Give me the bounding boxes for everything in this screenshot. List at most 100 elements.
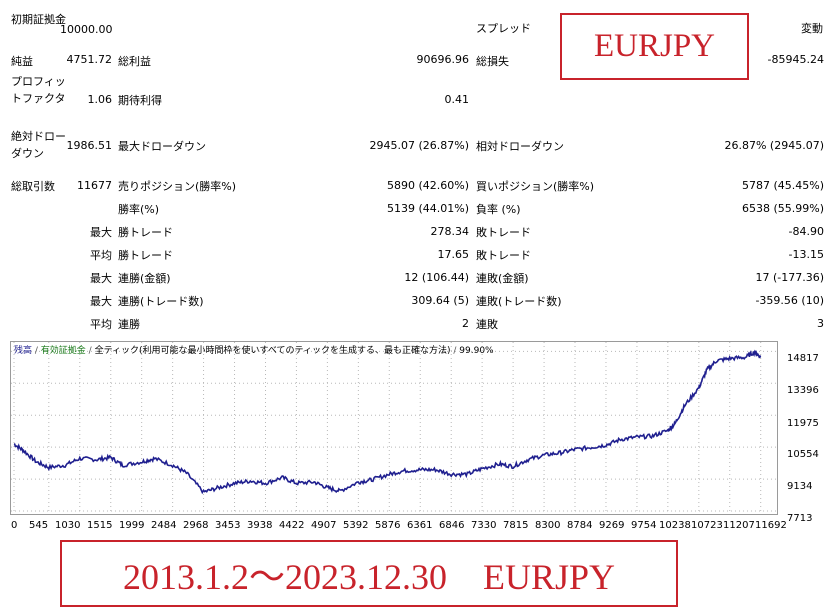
avg-consec-win-value: 2 xyxy=(462,317,469,330)
rel-drawdown-value: 26.87% (2945.07) xyxy=(724,139,824,152)
max-consec-loss-amount-label: 連敗(金額) xyxy=(476,272,529,285)
x-tick-label: 0 xyxy=(11,520,18,531)
balance-series-line xyxy=(13,349,762,495)
max-consec-loss-amount-value: 17 (-177.36) xyxy=(755,271,824,284)
abs-drawdown-value: 1986.51 xyxy=(66,139,113,152)
balance-chart xyxy=(10,341,778,515)
x-tick-label: 6361 xyxy=(407,520,433,531)
max-consec-win-amount-value: 12 (106.44) xyxy=(404,271,469,284)
max-drawdown-label: 最大ドローダウン xyxy=(118,140,206,153)
gross-profit-value: 90696.96 xyxy=(416,53,470,66)
win-rate-value: 5139 (44.01%) xyxy=(386,202,469,215)
total-trades-value: 11677 xyxy=(77,179,112,192)
x-tick-label: 1515 xyxy=(87,520,113,531)
profit-factor-value: 1.06 xyxy=(87,93,113,106)
x-tick-label: 2484 xyxy=(151,520,177,531)
max-drawdown-value: 2945.07 (26.87%) xyxy=(369,139,469,152)
x-tick-label: 5876 xyxy=(375,520,401,531)
x-tick-label: 7815 xyxy=(503,520,529,531)
max-consec-loss-trades-label: 連敗(トレード数) xyxy=(476,295,562,308)
y-tick-label: 9134 xyxy=(787,481,813,492)
max-consec-win-trades-value: 309.64 (5) xyxy=(411,294,469,307)
spread-value: 変動 xyxy=(801,22,823,35)
max-consec-win-amount-label: 連勝(金額) xyxy=(118,272,171,285)
expected-payoff-value: 0.41 xyxy=(444,93,470,106)
x-tick-label: 1030 xyxy=(55,520,81,531)
max-consec-win-trades-label: 連勝(トレード数) xyxy=(118,295,204,308)
symbol-label: EURJPY xyxy=(593,28,716,64)
period-banner: 2013.1.2～2023.12.30 EURJPY xyxy=(60,540,678,607)
x-tick-label: 9269 xyxy=(599,520,625,531)
avg-consec-loss-value: 3 xyxy=(817,317,824,330)
gross-profit-label: 総利益 xyxy=(118,55,151,68)
average-prefix: 平均 xyxy=(90,249,112,262)
y-tick-label: 14817 xyxy=(787,353,819,364)
abs-drawdown-label: 絶対ドローダウン xyxy=(11,130,66,160)
largest-loss-label: 敗トレード xyxy=(476,226,531,239)
loss-rate-label: 負率 (%) xyxy=(476,203,521,216)
x-tick-label: 2968 xyxy=(183,520,209,531)
period-banner-text: 2013.1.2～2023.12.30 EURJPY xyxy=(122,556,616,597)
x-tick-label: 10723 xyxy=(691,520,723,531)
y-tick-label: 11975 xyxy=(787,418,819,429)
average-win-label: 勝トレード xyxy=(118,249,173,262)
avg-consec-loss-label: 連敗 xyxy=(476,318,498,331)
legend-equity: 有効証拠金 xyxy=(40,346,86,356)
net-profit-value: 4751.72 xyxy=(66,53,113,66)
spread-label: スプレッド xyxy=(476,22,531,35)
x-tick-label: 9754 xyxy=(631,520,657,531)
chart-legend: 残高 / 有効証拠金 / 全ティック(利用可能な最小時間枠を使いすべてのティック… xyxy=(14,343,494,356)
initial-deposit-label: 初期証拠金 xyxy=(11,13,66,26)
expected-payoff-label: 期待利得 xyxy=(118,94,162,107)
x-tick-label: 6846 xyxy=(439,520,465,531)
total-trades-label: 総取引数 xyxy=(11,180,55,193)
x-tick-label: 5392 xyxy=(343,520,369,531)
legend-balance: 残高 xyxy=(14,346,33,356)
rel-drawdown-label: 相対ドローダウン xyxy=(476,140,564,153)
profit-factor-label: プロフィットファクタ xyxy=(11,75,66,105)
largest-win-value: 278.34 xyxy=(430,225,470,238)
legend-model: 全ティック(利用可能な最小時間枠を使いすべてのティックを生成する、最も正確な方法… xyxy=(94,346,451,356)
largest-prefix: 最大 xyxy=(90,226,112,239)
avg-consec-win-label: 連勝 xyxy=(118,318,140,331)
x-tick-label: 4907 xyxy=(311,520,337,531)
average-loss-label: 敗トレード xyxy=(476,249,531,262)
win-rate-label: 勝率(%) xyxy=(118,203,160,216)
average-win-value: 17.65 xyxy=(437,248,470,261)
legend-quality: 99.90% xyxy=(459,346,494,356)
gross-loss-label: 総損失 xyxy=(476,55,509,68)
largest-win-label: 勝トレード xyxy=(118,226,173,239)
max-consec-loss-trades-value: -359.56 (10) xyxy=(755,294,824,307)
short-positions-label: 売りポジション(勝率%) xyxy=(118,180,237,193)
legend-separator: / xyxy=(450,346,460,356)
x-tick-label: 11207 xyxy=(723,520,755,531)
balance-chart-plot xyxy=(11,342,777,514)
x-tick-label: 7330 xyxy=(471,520,497,531)
x-tick-label: 11692 xyxy=(755,520,787,531)
x-tick-label: 8300 xyxy=(535,520,561,531)
legend-separator: / xyxy=(32,346,41,356)
x-tick-label: 1999 xyxy=(119,520,145,531)
long-positions-value: 5787 (45.45%) xyxy=(741,179,824,192)
y-tick-label: 7713 xyxy=(787,513,813,524)
y-tick-label: 10554 xyxy=(787,449,819,460)
loss-rate-value: 6538 (55.99%) xyxy=(741,202,824,215)
avg-consec-prefix: 平均 xyxy=(90,318,112,331)
x-tick-label: 8784 xyxy=(567,520,593,531)
long-positions-label: 買いポジション(勝率%) xyxy=(476,180,595,193)
short-positions-value: 5890 (42.60%) xyxy=(386,179,469,192)
x-tick-label: 4422 xyxy=(279,520,305,531)
gross-loss-value: -85945.24 xyxy=(767,53,824,66)
average-loss-value: -13.15 xyxy=(788,248,824,261)
largest-loss-value: -84.90 xyxy=(788,225,824,238)
initial-deposit-value: 10000.00 xyxy=(60,23,113,36)
x-tick-label: 10238 xyxy=(659,520,691,531)
x-tick-label: 3453 xyxy=(215,520,241,531)
legend-separator: / xyxy=(85,346,95,356)
max-consec-trades-prefix: 最大 xyxy=(90,295,112,308)
symbol-label-box: EURJPY xyxy=(560,13,749,80)
x-tick-label: 3938 xyxy=(247,520,273,531)
x-tick-label: 545 xyxy=(29,520,49,531)
max-consec-amount-prefix: 最大 xyxy=(90,272,112,285)
net-profit-label: 純益 xyxy=(11,55,33,68)
